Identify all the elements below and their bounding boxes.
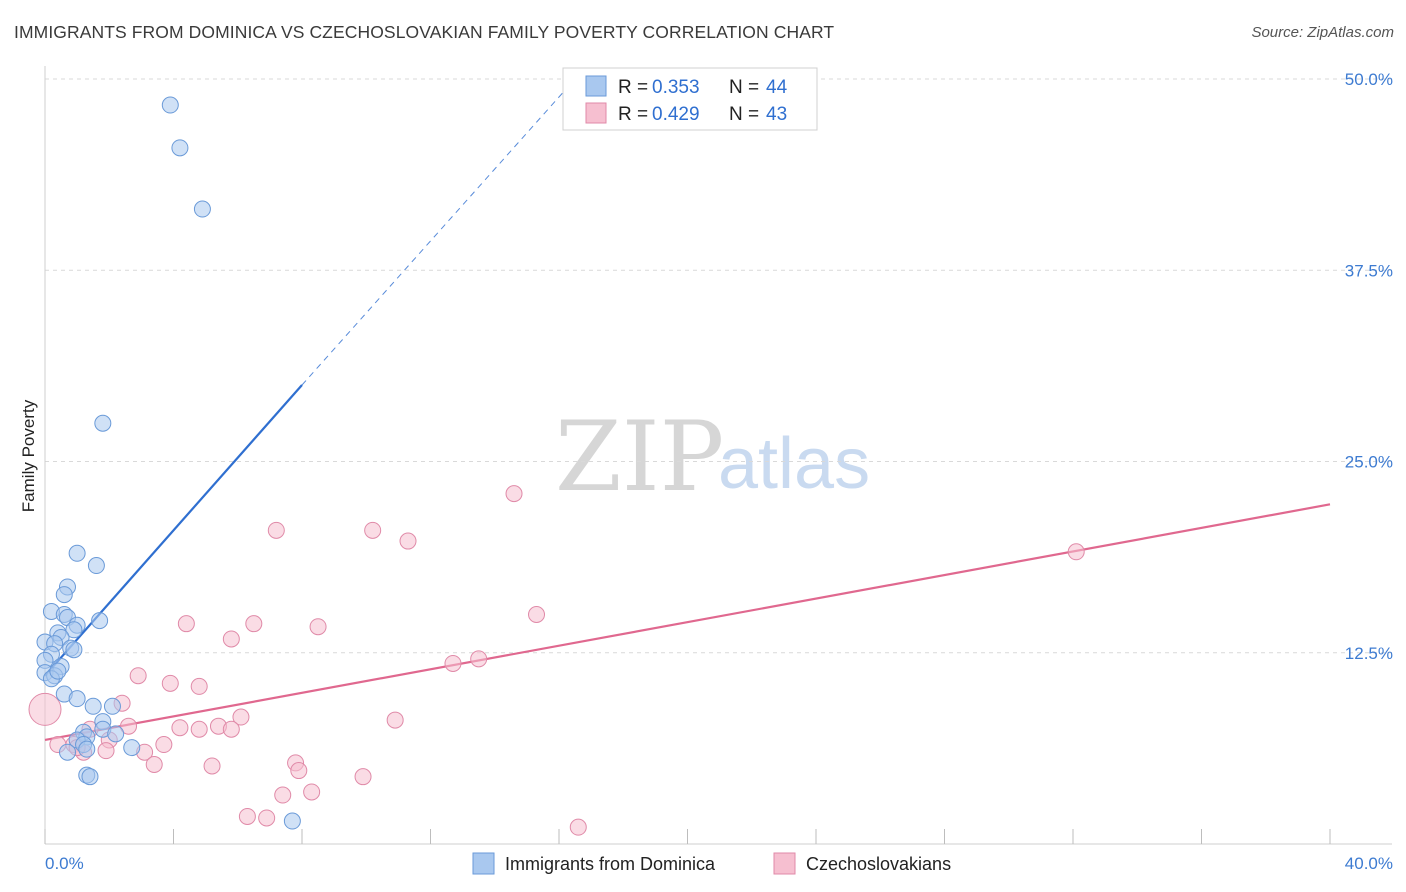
series-legend-swatch-dominica	[472, 852, 495, 875]
x-tick-label-min: 0.0%	[45, 854, 84, 873]
point-czechoslovakians	[203, 757, 221, 775]
point-czechoslovakians	[155, 736, 173, 754]
point-dominica	[91, 612, 109, 630]
point-czechoslovakians	[120, 717, 138, 735]
series-legend-swatch-czechoslovakians	[773, 852, 796, 875]
point-czechoslovakians	[258, 809, 276, 827]
legend-swatch-czechoslovakians	[585, 102, 607, 124]
y-axis-label: Family Poverty	[19, 399, 38, 512]
point-dominica	[87, 557, 105, 575]
point-dominica	[161, 96, 179, 114]
point-czechoslovakians	[129, 667, 147, 685]
y-tick-label-2: 37.5%	[1345, 261, 1393, 280]
legend-r-value-czechoslovakians: 0.429	[652, 104, 700, 125]
series-legend: Immigrants from Dominica Czechoslovakian…	[472, 852, 951, 875]
point-dominica	[94, 414, 112, 432]
point-czechoslovakians	[145, 755, 163, 773]
point-czechoslovakians	[470, 650, 488, 668]
source-label: Source: ZipAtlas.com	[1251, 24, 1394, 41]
point-czechoslovakians	[309, 618, 327, 636]
point-czechoslovakians	[444, 654, 462, 672]
y-tick-labels: 12.5% 25.0% 37.5% 50.0%	[1345, 70, 1393, 663]
point-czechoslovakians	[569, 818, 587, 836]
point-czechoslovakians	[161, 674, 179, 692]
dominica-points	[36, 96, 301, 830]
czechoslovakians-points	[28, 485, 1085, 836]
y-tick-label-3: 50.0%	[1345, 70, 1393, 89]
x-tick-label-max: 40.0%	[1345, 854, 1393, 873]
point-czechoslovakians	[245, 615, 263, 633]
point-dominica	[123, 739, 141, 757]
point-czechoslovakians	[274, 786, 292, 804]
point-czechoslovakians	[171, 719, 189, 737]
point-czechoslovakians	[386, 711, 404, 729]
stats-legend: R = 0.353 N = 44 R = 0.429 N = 43	[562, 67, 818, 131]
point-czechoslovakians	[267, 521, 285, 539]
point-czechoslovakians	[190, 720, 208, 738]
point-dominica	[171, 139, 189, 157]
point-czechoslovakians	[399, 532, 417, 550]
point-czechoslovakians	[177, 615, 195, 633]
trend-line-czechoslovakians	[44, 503, 1331, 742]
point-czechoslovakians	[354, 768, 372, 786]
point-czechoslovakians	[190, 677, 208, 695]
point-czechoslovakians	[222, 720, 240, 738]
point-czechoslovakians	[97, 742, 115, 760]
point-dominica	[84, 697, 102, 715]
point-czechoslovakians	[238, 807, 256, 825]
point-czechoslovakians	[290, 762, 308, 780]
point-dominica	[103, 697, 121, 715]
legend-n-label-dominica: N =	[729, 77, 759, 98]
legend-swatch-dominica	[585, 75, 607, 97]
x-tick-labels: 0.0% 40.0%	[45, 854, 1393, 873]
point-czechoslovakians	[528, 606, 546, 623]
watermark-zip: ZIP	[555, 401, 724, 513]
point-dominica	[65, 621, 83, 639]
watermark: ZIP atlas	[555, 401, 870, 513]
point-czechoslovakians	[1067, 543, 1085, 561]
legend-r-label-dominica: R =	[618, 77, 648, 98]
legend-n-value-czechoslovakians: 43	[766, 104, 787, 125]
watermark-atlas: atlas	[718, 424, 870, 504]
y-tick-label-0: 12.5%	[1345, 644, 1393, 663]
point-dominica	[68, 690, 86, 708]
point-dominica	[65, 641, 83, 659]
legend-n-label-czechoslovakians: N =	[729, 104, 759, 125]
point-dominica	[68, 544, 86, 562]
point-dominica	[81, 768, 99, 786]
point-dominica	[58, 743, 76, 761]
point-dominica	[55, 586, 73, 604]
point-dominica	[193, 200, 211, 218]
point-dominica	[107, 725, 125, 743]
gridlines	[45, 78, 1392, 654]
point-czechoslovakians	[303, 783, 321, 801]
series-legend-label-czechoslovakians: Czechoslovakians	[806, 854, 951, 874]
point-dominica	[78, 740, 96, 758]
point-czechoslovakians	[505, 485, 523, 503]
legend-r-value-dominica: 0.353	[652, 77, 700, 98]
y-tick-label-1: 25.0%	[1345, 453, 1393, 472]
trend-lines	[44, 78, 1331, 742]
point-dominica	[49, 662, 67, 680]
point-dominica	[283, 812, 301, 830]
legend-r-label-czechoslovakians: R =	[618, 104, 648, 125]
point-czechoslovakians	[232, 708, 250, 726]
trend-line-dominica-extension	[301, 78, 576, 386]
series-legend-label-dominica: Immigrants from Dominica	[505, 854, 716, 874]
point-czechoslovakians	[222, 630, 240, 648]
point-czechoslovakians	[364, 521, 382, 539]
chart-title: IMMIGRANTS FROM DOMINICA VS CZECHOSLOVAK…	[14, 22, 835, 42]
point-czechoslovakians	[28, 692, 62, 726]
legend-n-value-dominica: 44	[766, 77, 788, 98]
trend-line-dominica	[44, 384, 303, 677]
